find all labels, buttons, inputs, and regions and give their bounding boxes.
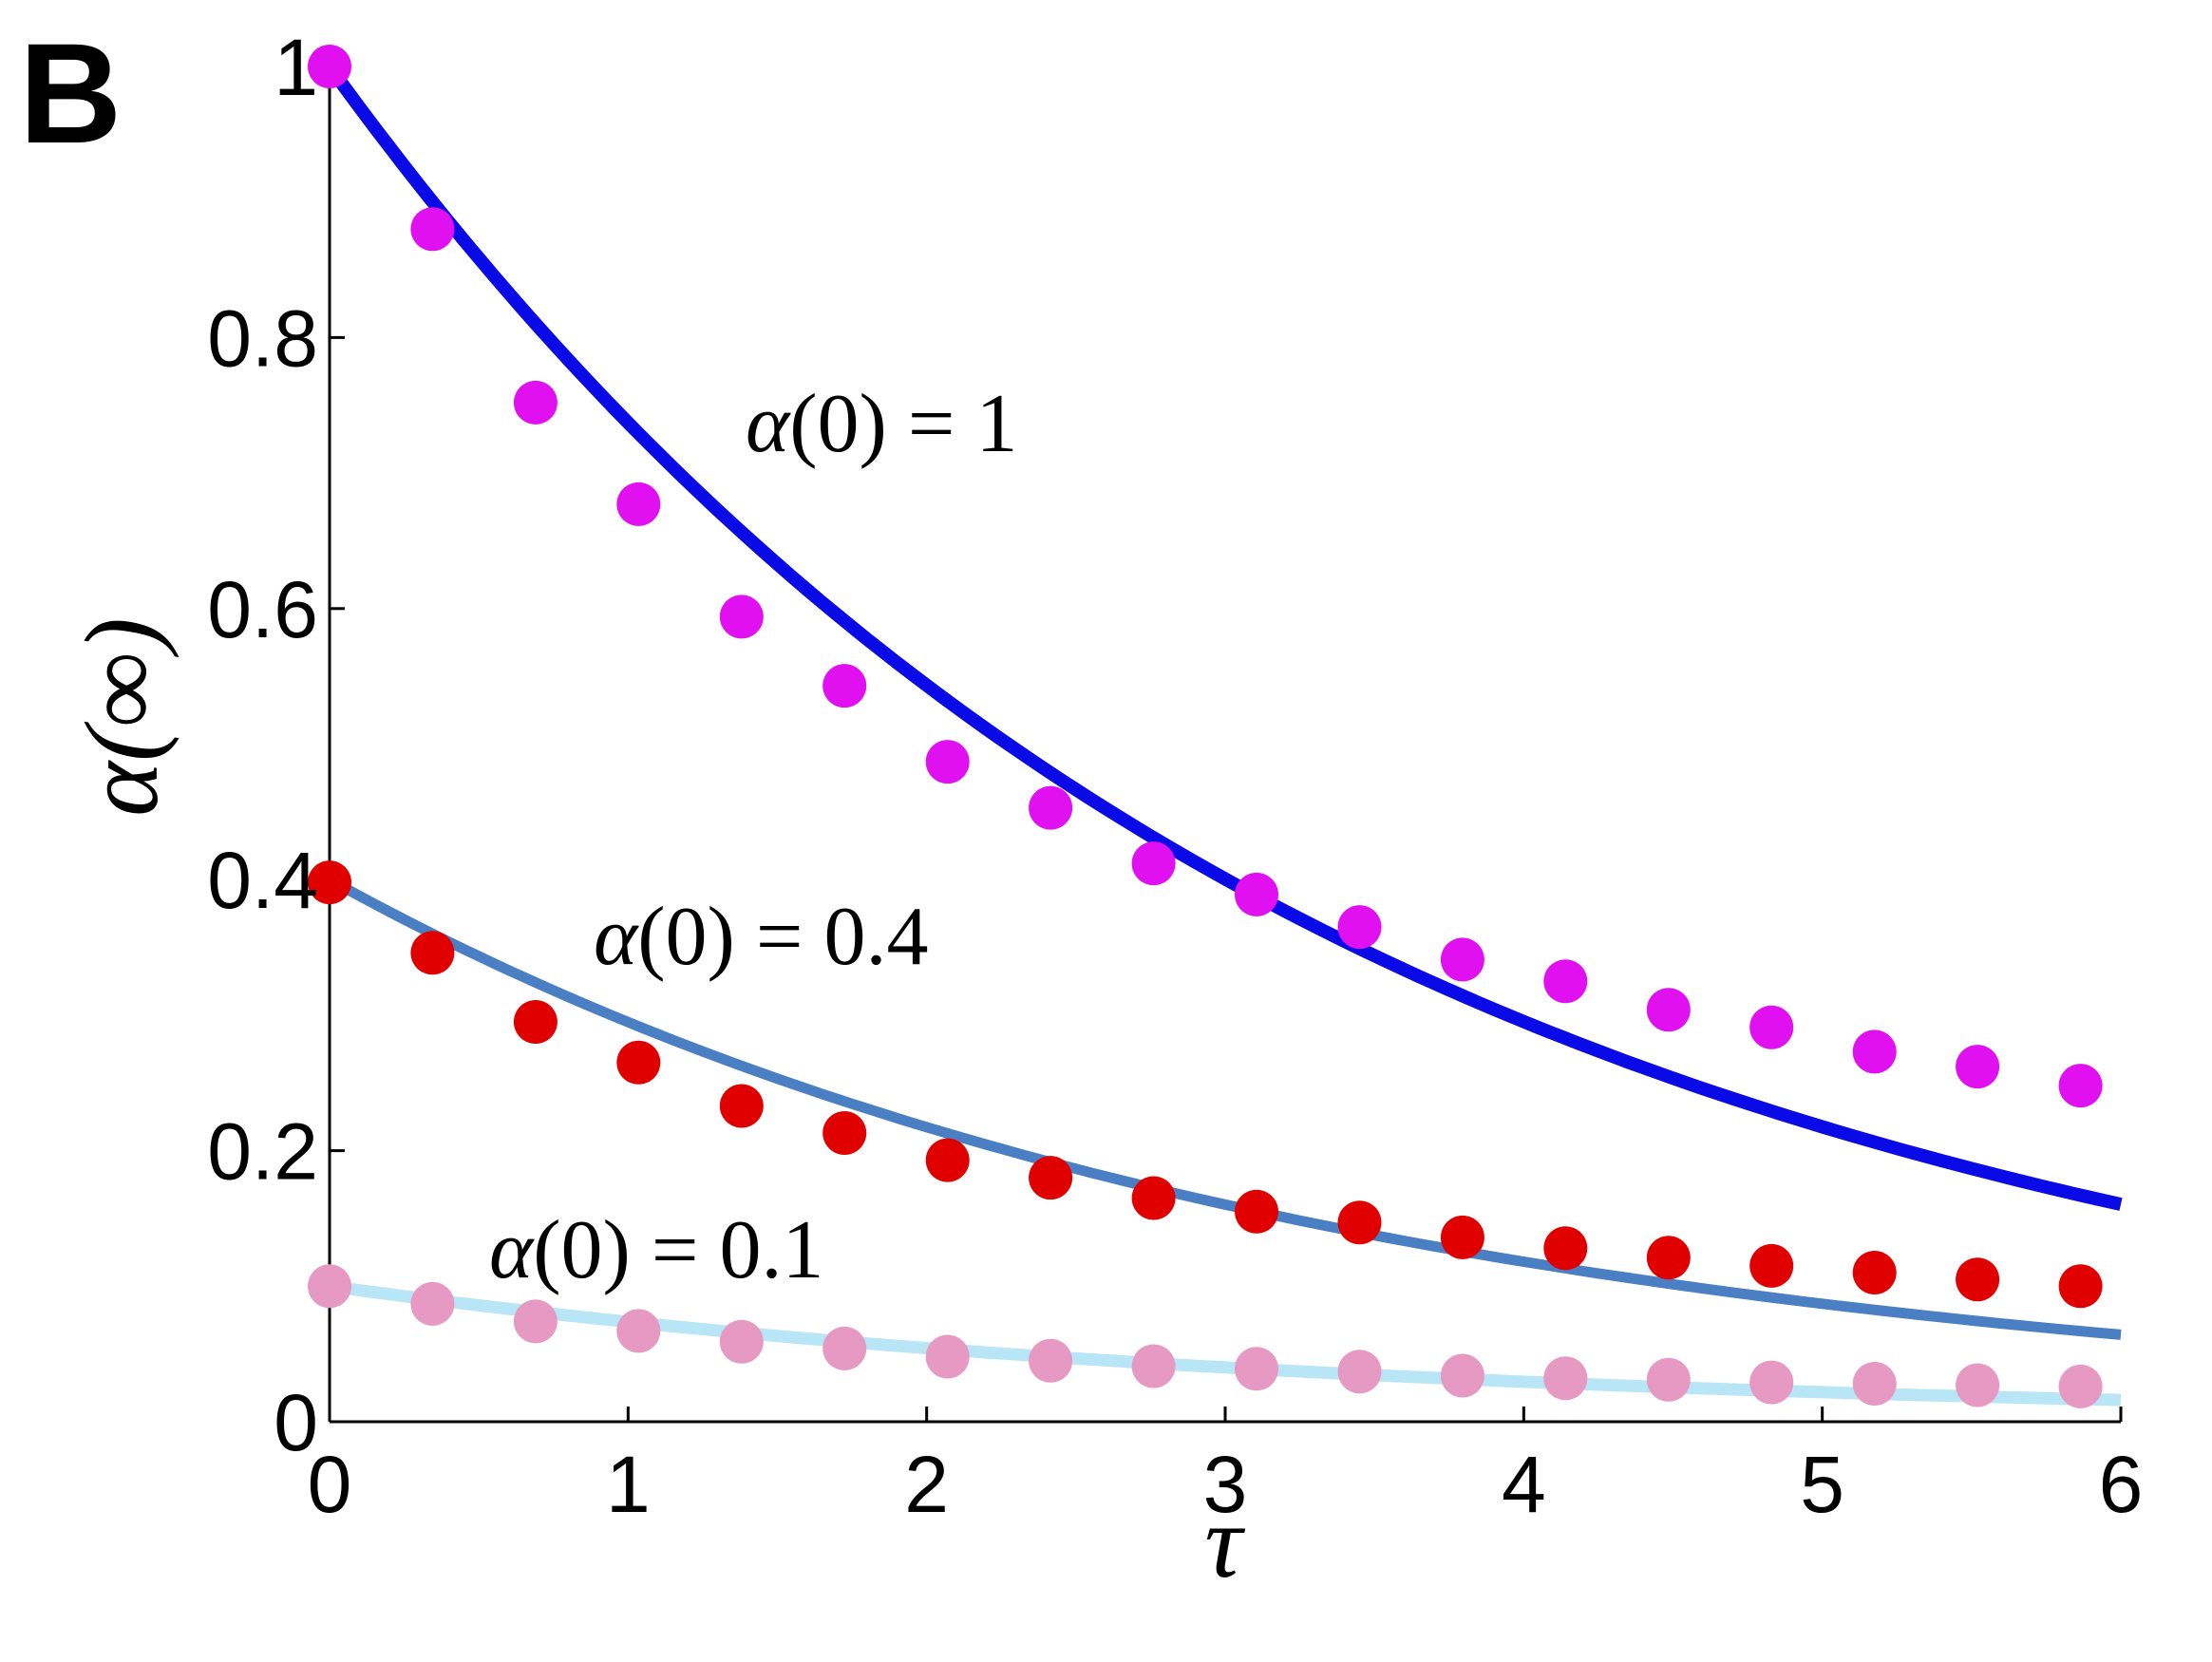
point-s1-2 <box>513 1000 558 1044</box>
annotation-alpha-1: α(0) = 1 <box>746 378 1017 470</box>
y-tick-label-1: 0.2 <box>207 1107 318 1197</box>
point-s1-7 <box>1029 1156 1073 1200</box>
point-s1-17 <box>2058 1264 2103 1309</box>
point-s0-8 <box>1131 841 1176 886</box>
point-s1-4 <box>719 1084 764 1128</box>
point-s1-8 <box>1131 1176 1176 1220</box>
tick-labels: 0 1 2 3 4 5 6 0 0.2 0.4 0.6 0.8 1 <box>207 23 2143 1529</box>
point-s2-0 <box>308 1264 351 1309</box>
point-s2-10 <box>1337 1350 1382 1394</box>
point-s0-13 <box>1646 988 1691 1032</box>
x-tick-label-3: 3 <box>1203 1440 1248 1529</box>
point-s0-16 <box>1956 1045 2000 1089</box>
point-s1-13 <box>1646 1236 1691 1280</box>
annotation-alpha-0-1-text: (0) = 0.1 <box>533 1204 823 1296</box>
point-s2-9 <box>1235 1347 1278 1391</box>
fit-lines <box>324 62 2123 1407</box>
point-s1-9 <box>1235 1189 1278 1234</box>
y-tick-label-3: 0.6 <box>207 565 318 654</box>
point-s2-11 <box>1440 1353 1484 1398</box>
point-s0-12 <box>1543 959 1588 1004</box>
point-s2-14 <box>1749 1360 1794 1405</box>
annotation-alpha-0-4-text: (0) = 0.4 <box>637 891 928 983</box>
point-s0-11 <box>1440 937 1484 982</box>
x-axis-title: τ <box>1204 1483 1245 1599</box>
point-s1-15 <box>1852 1251 1897 1294</box>
point-s2-16 <box>1956 1363 2000 1407</box>
y-tick-label-0: 0 <box>274 1378 318 1467</box>
point-s2-15 <box>1852 1362 1897 1406</box>
point-s2-7 <box>1029 1338 1073 1383</box>
fit-line-0 <box>324 62 2123 1211</box>
point-s0-10 <box>1337 905 1382 950</box>
fit-line-1 <box>327 875 2122 1340</box>
point-s2-17 <box>2058 1364 2103 1408</box>
point-s0-9 <box>1235 872 1278 916</box>
point-s0-14 <box>1749 1005 1794 1049</box>
point-s1-3 <box>616 1040 661 1085</box>
annotation-alpha-1-text: (0) = 1 <box>789 378 1017 470</box>
point-s0-5 <box>822 664 867 708</box>
x-tick-label-2: 2 <box>904 1440 949 1529</box>
data-points <box>308 45 2103 1408</box>
y-axis-title: α(∞) <box>64 617 180 816</box>
point-s1-5 <box>822 1111 867 1155</box>
point-s2-5 <box>822 1326 867 1370</box>
y-tick-label-4: 0.8 <box>207 293 318 383</box>
point-s2-13 <box>1646 1357 1691 1402</box>
point-s2-2 <box>513 1299 558 1344</box>
annotation-alpha-0-4: α(0) = 0.4 <box>594 891 928 983</box>
annotation-alpha-0-1: α(0) = 0.1 <box>489 1204 823 1296</box>
point-s2-8 <box>1131 1344 1176 1388</box>
point-s0-15 <box>1852 1029 1897 1074</box>
point-s0-2 <box>513 380 558 425</box>
point-s0-3 <box>616 482 661 526</box>
point-s1-12 <box>1543 1226 1588 1271</box>
x-tick-label-4: 4 <box>1502 1440 1546 1529</box>
y-tick-label-2: 0.4 <box>207 836 318 925</box>
point-s2-12 <box>1543 1356 1588 1401</box>
y-tick-label-5: 1 <box>274 23 318 112</box>
point-s2-1 <box>410 1281 455 1326</box>
x-tick-label-5: 5 <box>1800 1440 1844 1529</box>
point-s1-0 <box>308 860 351 905</box>
point-s2-6 <box>925 1334 970 1379</box>
point-s0-6 <box>925 740 970 784</box>
annotation-alpha-0-1-symbol: α <box>489 1204 535 1296</box>
x-tick-label-0: 0 <box>308 1440 352 1529</box>
point-s0-7 <box>1029 785 1073 830</box>
annotation-alpha-0-4-symbol: α <box>594 891 639 983</box>
point-s1-1 <box>410 931 455 975</box>
point-s0-1 <box>410 207 455 252</box>
point-s0-4 <box>719 595 764 639</box>
x-tick-label-6: 6 <box>2099 1440 2144 1529</box>
point-s1-16 <box>1956 1257 2000 1302</box>
point-s1-11 <box>1440 1215 1484 1259</box>
panel-label: B <box>19 13 122 173</box>
point-s1-14 <box>1749 1243 1794 1288</box>
point-s1-6 <box>925 1138 970 1182</box>
point-s0-0 <box>308 45 351 88</box>
annotation-alpha-1-symbol: α <box>746 378 791 470</box>
point-s0-17 <box>2058 1064 2103 1108</box>
point-s2-4 <box>719 1319 764 1364</box>
point-s1-10 <box>1337 1200 1382 1245</box>
x-tick-label-1: 1 <box>606 1440 651 1529</box>
point-s2-3 <box>616 1309 661 1353</box>
